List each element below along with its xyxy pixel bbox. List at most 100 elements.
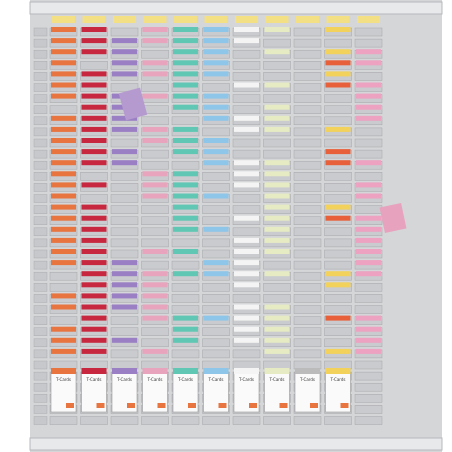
- slot: [293, 416, 322, 425]
- side-slot: [33, 27, 48, 37]
- card: [203, 71, 229, 77]
- card: [356, 193, 381, 199]
- header-card: [204, 16, 228, 23]
- slot: [293, 249, 322, 259]
- card-box-top: [173, 368, 198, 374]
- card: [234, 337, 259, 343]
- card: [356, 326, 381, 332]
- slot: [263, 72, 291, 81]
- card: [325, 282, 351, 288]
- header-card: [357, 16, 380, 23]
- card: [112, 271, 137, 277]
- card-box-label: T-Cards: [269, 377, 285, 382]
- card: [81, 104, 107, 110]
- slot: [324, 116, 352, 126]
- side-slot: [33, 371, 48, 381]
- slot: [324, 105, 352, 114]
- card: [112, 49, 137, 55]
- card: [81, 282, 107, 288]
- card: [81, 293, 107, 299]
- side-slot: [33, 416, 48, 425]
- card: [51, 149, 76, 155]
- card: [51, 237, 76, 243]
- card: [234, 315, 259, 321]
- slot: [263, 94, 291, 103]
- slot: [293, 238, 322, 248]
- side-slot: [33, 249, 48, 259]
- slot: [232, 349, 261, 359]
- card: [234, 282, 259, 288]
- card: [264, 326, 290, 332]
- slot: [110, 27, 139, 37]
- slot: [354, 138, 383, 148]
- card: [203, 193, 229, 199]
- card: [203, 104, 229, 110]
- card: [356, 49, 381, 55]
- slot: [293, 227, 322, 237]
- card: [203, 27, 229, 32]
- card: [264, 204, 290, 210]
- slot: [110, 205, 139, 214]
- slot: [141, 227, 169, 237]
- card: [142, 27, 168, 32]
- slot: [293, 105, 322, 114]
- slot: [171, 349, 200, 359]
- card: [173, 71, 198, 77]
- card-box-top: [142, 368, 168, 374]
- side-slot: [33, 394, 48, 403]
- slot: [293, 116, 322, 126]
- card: [142, 93, 168, 99]
- card: [112, 38, 137, 44]
- slot: [354, 405, 383, 414]
- card: [203, 115, 229, 121]
- slot: [110, 327, 139, 336]
- card: [112, 60, 137, 66]
- card: [234, 249, 259, 254]
- card-box-logo: [66, 403, 74, 408]
- card: [142, 304, 168, 310]
- card: [264, 237, 290, 243]
- slot: [354, 127, 383, 137]
- card: [203, 271, 229, 277]
- slot: [263, 260, 291, 270]
- slot: [232, 294, 261, 303]
- slot: [141, 116, 169, 126]
- card: [203, 315, 229, 321]
- slot: [293, 327, 322, 336]
- card: [51, 27, 76, 32]
- card: [112, 282, 137, 288]
- card: [356, 260, 381, 266]
- slot: [141, 338, 169, 348]
- card-box-top: [295, 368, 320, 374]
- slot: [324, 227, 352, 237]
- slot: [202, 249, 230, 259]
- card: [81, 226, 107, 232]
- slot: [232, 149, 261, 159]
- card: [173, 271, 198, 277]
- card: [51, 304, 76, 310]
- slot: [232, 72, 261, 81]
- card: [203, 60, 229, 66]
- card: [142, 315, 168, 321]
- slot: [110, 360, 139, 370]
- card: [264, 115, 290, 121]
- card: [173, 182, 198, 188]
- card: [81, 204, 107, 210]
- card: [264, 226, 290, 232]
- card: [356, 182, 381, 188]
- card: [325, 204, 351, 210]
- card: [81, 71, 107, 77]
- slot: [354, 205, 383, 214]
- slot: [293, 49, 322, 59]
- loose-card: [118, 87, 148, 121]
- slot: [324, 294, 352, 303]
- slot: [293, 349, 322, 359]
- slot: [354, 394, 383, 403]
- card: [356, 93, 381, 99]
- card-box-logo: [249, 403, 257, 408]
- slot: [110, 138, 139, 148]
- slot: [171, 305, 200, 314]
- header-card: [52, 16, 75, 23]
- slot: [141, 49, 169, 59]
- slot: [293, 271, 322, 281]
